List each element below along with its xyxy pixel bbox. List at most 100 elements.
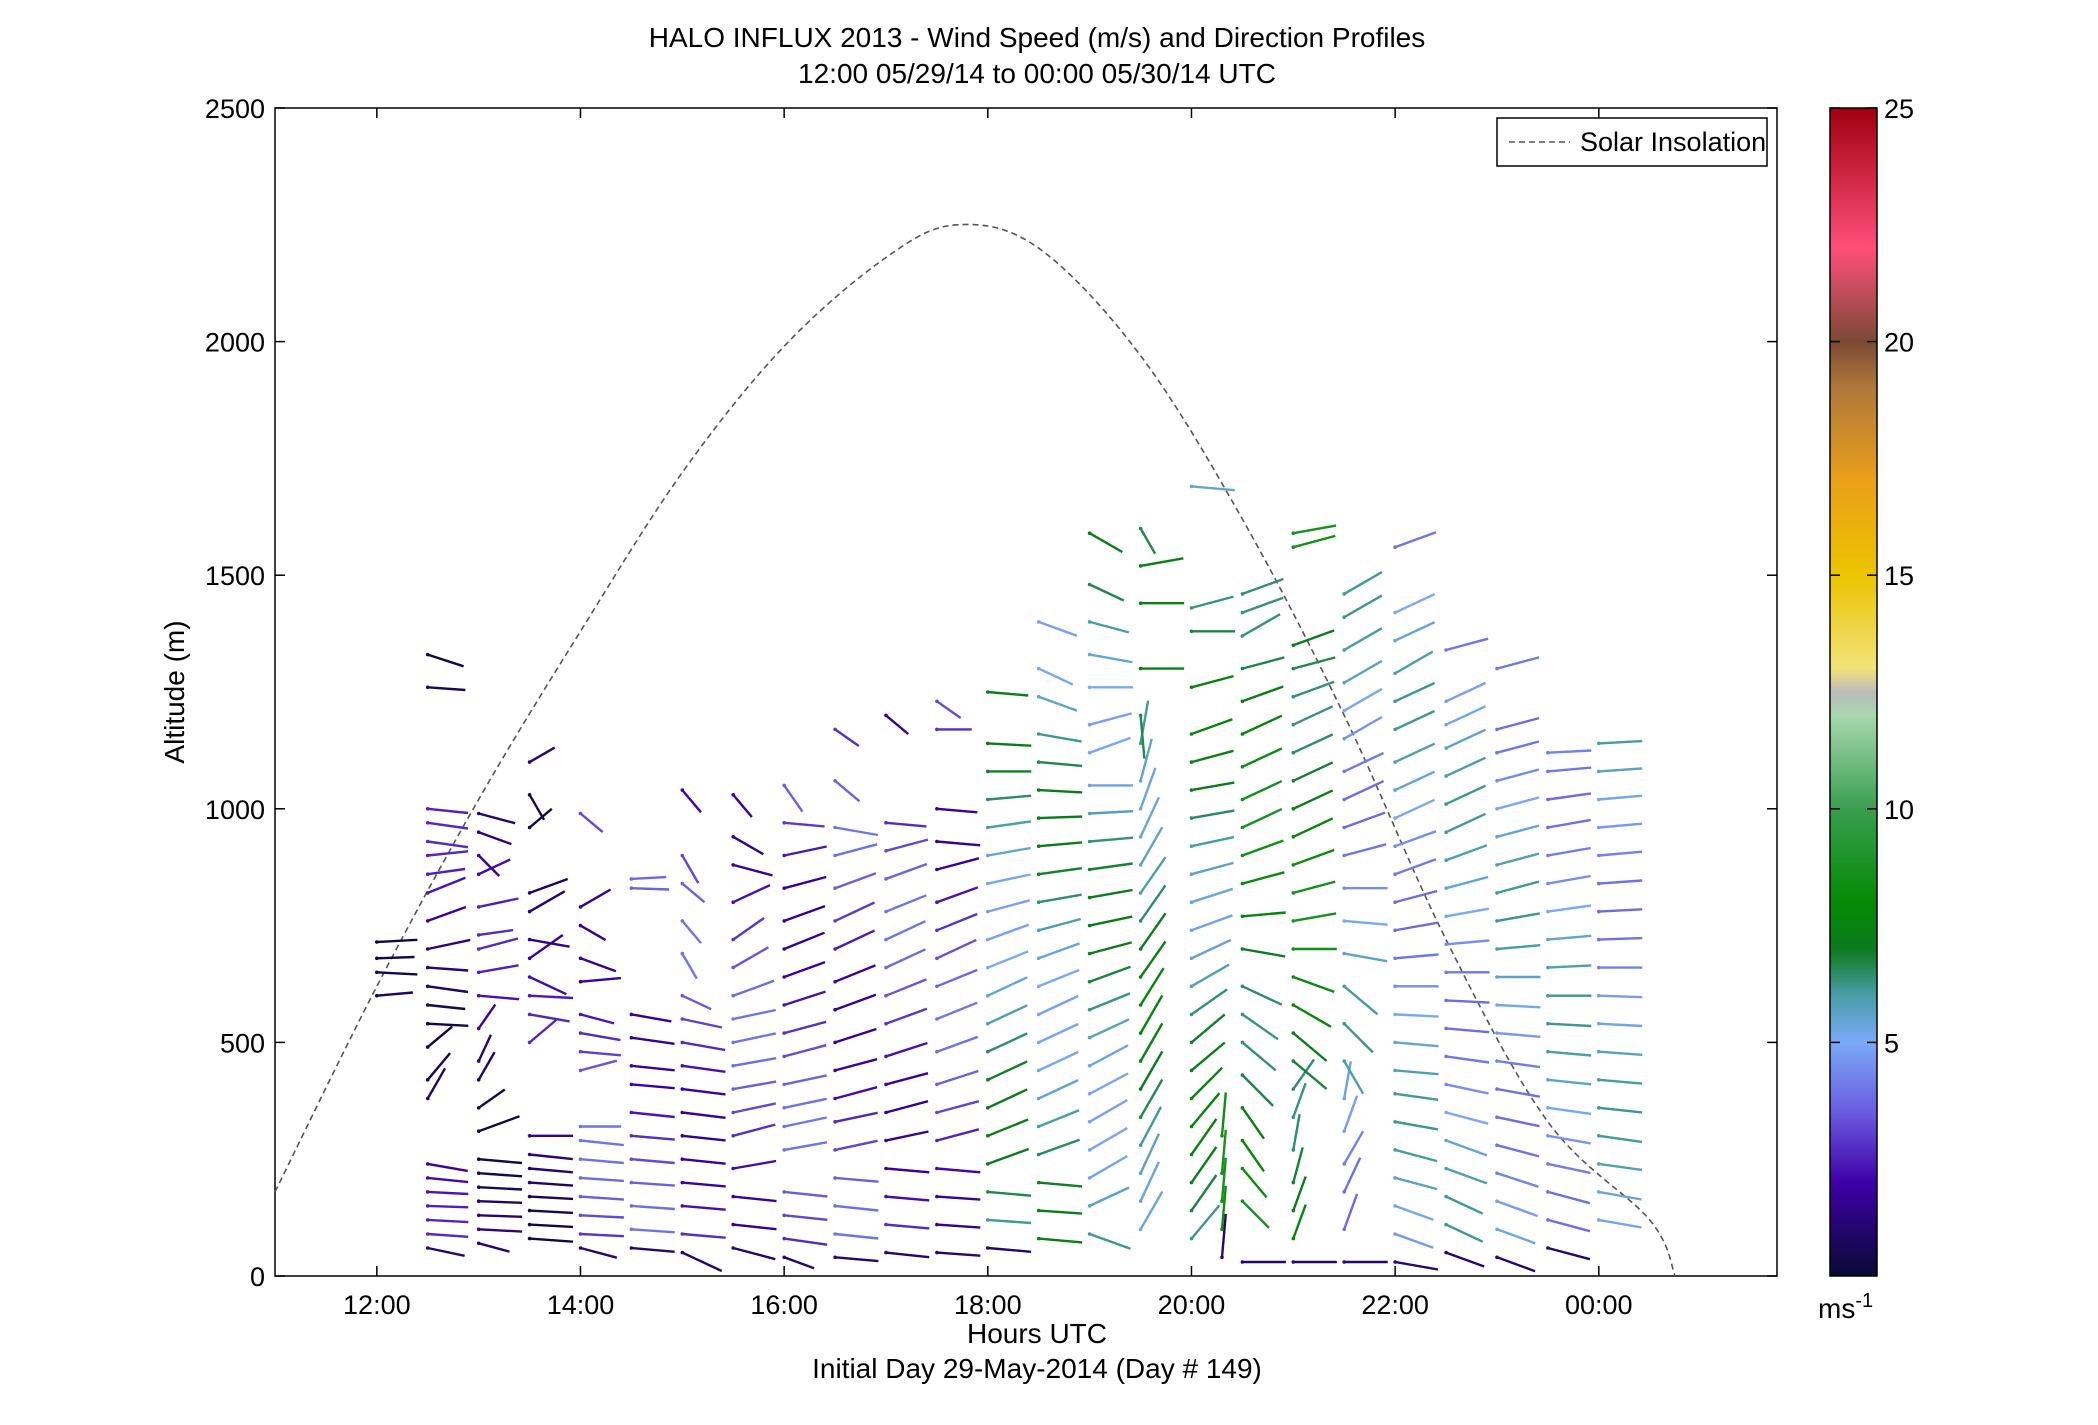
wind-barb-origin xyxy=(1342,853,1346,858)
wind-barb-origin xyxy=(1189,956,1194,961)
wind-barb xyxy=(936,857,980,871)
wind-barb-origin xyxy=(476,1185,481,1189)
wind-barb xyxy=(733,1223,777,1231)
wind-barb xyxy=(1038,893,1082,904)
wind-barb-origin xyxy=(425,685,430,690)
colorbar-tick-label: 20 xyxy=(1884,328,1914,358)
wind-barb xyxy=(1038,1138,1081,1156)
wind-barb xyxy=(732,1057,777,1067)
wind-barb xyxy=(1292,789,1334,810)
wind-barb-origin xyxy=(1546,881,1550,886)
wind-barb xyxy=(1089,810,1134,815)
wind-barb-origin xyxy=(1138,1143,1143,1147)
wind-barb xyxy=(1343,1157,1362,1193)
wind-barb xyxy=(1241,1167,1268,1199)
wind-barb xyxy=(1496,768,1540,782)
wind-barb-origin xyxy=(1291,1087,1296,1091)
colorbar-tick-label: 15 xyxy=(1884,561,1914,591)
wind-barb xyxy=(1496,1172,1539,1188)
wind-barb xyxy=(1220,1157,1227,1202)
wind-barb-origin xyxy=(1444,802,1448,806)
wind-barb-origin xyxy=(1342,708,1346,713)
wind-barb xyxy=(783,960,826,979)
wind-barb-origin xyxy=(1036,1096,1041,1101)
wind-barb-origin xyxy=(476,1241,481,1246)
wind-barb xyxy=(478,831,512,846)
wind-barb xyxy=(682,1041,726,1052)
wind-barb xyxy=(1547,1134,1591,1145)
wind-barb-origin xyxy=(1444,774,1448,778)
colorbar-ticks: 5 10 15 20 25 xyxy=(1830,94,1914,1058)
wind-barb-origin xyxy=(782,947,786,951)
wind-barb xyxy=(885,838,929,852)
wind-barb xyxy=(1139,738,1153,782)
wind-barb xyxy=(1496,912,1541,923)
wind-barb xyxy=(1547,1050,1592,1057)
wind-barb xyxy=(834,1111,878,1123)
wind-barb-origin xyxy=(884,1021,888,1026)
wind-barb xyxy=(477,1034,492,1062)
wind-barb xyxy=(936,1128,980,1142)
wind-barbs-layer xyxy=(375,484,1643,1273)
wind-barb xyxy=(1190,938,1232,960)
wind-barb xyxy=(987,923,1030,941)
wind-barb xyxy=(732,1159,777,1170)
wind-barb-origin xyxy=(629,877,634,881)
wind-barb-origin xyxy=(1240,881,1245,886)
wind-barb xyxy=(1139,1050,1164,1090)
wind-barb xyxy=(834,826,879,837)
wind-barb xyxy=(1190,1066,1224,1100)
wind-barb xyxy=(1496,1087,1541,1098)
wind-barb xyxy=(1445,784,1487,806)
wind-barb-origin xyxy=(527,1194,532,1199)
wind-barb xyxy=(1191,887,1234,904)
wind-barb xyxy=(1241,780,1283,801)
wind-barb-origin xyxy=(731,863,735,867)
wind-barb-origin xyxy=(1495,863,1499,867)
wind-barb-origin xyxy=(629,1180,634,1185)
wind-barb-origin xyxy=(935,956,939,961)
wind-barb xyxy=(1445,705,1487,726)
wind-barb xyxy=(885,978,927,997)
x-tick-label: 16:00 xyxy=(750,1290,818,1320)
wind-barb xyxy=(528,934,564,960)
wind-barb xyxy=(1343,1193,1359,1230)
wind-barb xyxy=(1089,1186,1130,1207)
wind-barb xyxy=(580,1195,624,1201)
wind-barb xyxy=(580,1139,624,1147)
wind-barb xyxy=(1445,1139,1488,1157)
wind-barb-origin xyxy=(476,1129,481,1133)
wind-barb-origin xyxy=(833,1232,837,1236)
wind-barb-origin xyxy=(1597,1134,1601,1138)
wind-barb xyxy=(834,901,876,922)
wind-barb xyxy=(1496,656,1540,670)
wind-barb-origin xyxy=(1087,1064,1092,1068)
wind-barb-origin xyxy=(1138,1115,1143,1119)
wind-barb xyxy=(682,1064,726,1073)
wind-barb-origin xyxy=(1444,1194,1448,1199)
wind-barb xyxy=(1496,944,1541,951)
wind-barb xyxy=(936,1223,981,1229)
wind-barb-origin xyxy=(425,984,430,989)
wind-barb-origin xyxy=(884,1110,888,1115)
wind-barb-origin xyxy=(782,886,786,890)
wind-barb-origin xyxy=(1291,975,1296,979)
wind-barb-origin xyxy=(1220,1171,1224,1175)
wind-barb-origin xyxy=(1342,1227,1346,1232)
wind-barb-origin xyxy=(935,839,939,844)
wind-barb xyxy=(1445,637,1489,652)
wind-barb xyxy=(1292,1204,1307,1240)
wind-barb-origin xyxy=(1444,1110,1448,1115)
wind-barb xyxy=(631,1134,675,1141)
wind-barb xyxy=(579,888,612,908)
wind-barb-origin xyxy=(1240,592,1245,596)
wind-barb-origin xyxy=(731,1040,735,1045)
wind-barb-origin xyxy=(935,867,939,872)
wind-barb xyxy=(1547,1246,1591,1261)
wind-barb-origin xyxy=(1342,648,1346,652)
wind-barb xyxy=(784,1190,828,1198)
y-axis-label: Altitude (m) xyxy=(159,620,190,763)
wind-barb xyxy=(1089,583,1125,602)
wind-barb xyxy=(1191,809,1235,820)
wind-barb-origin xyxy=(833,1148,837,1152)
